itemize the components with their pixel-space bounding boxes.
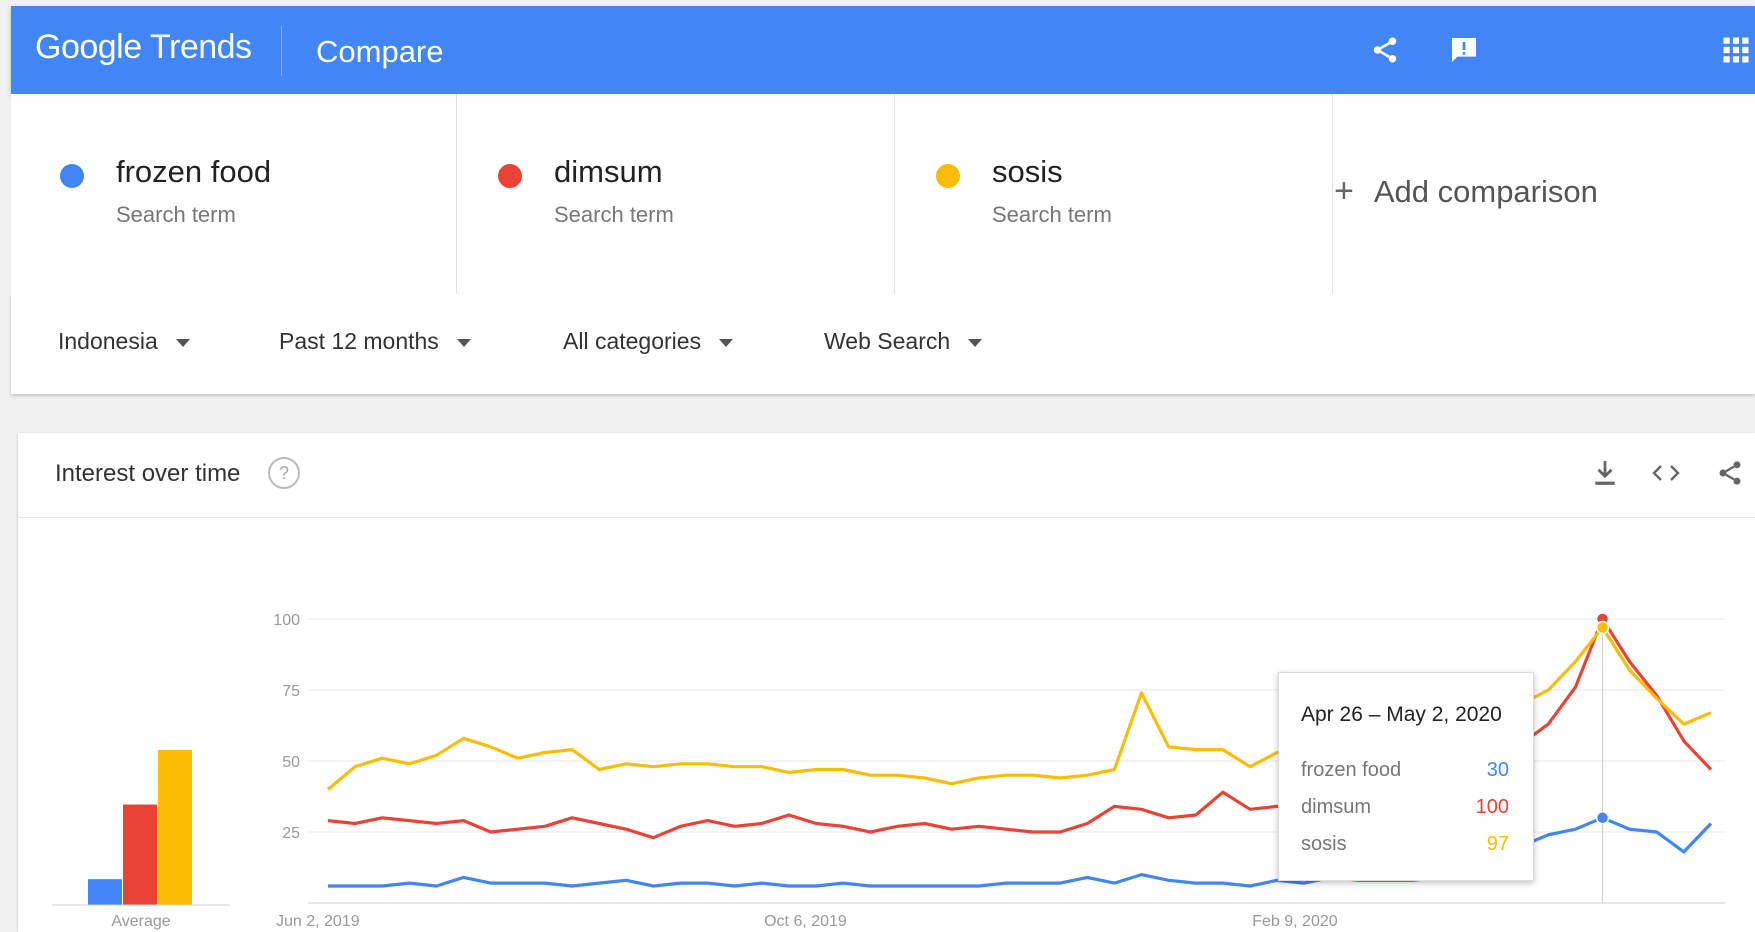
tooltip-label: frozen food	[1301, 759, 1402, 781]
term-color-dot	[936, 164, 960, 188]
region-dropdown[interactable]: Indonesia	[58, 328, 190, 355]
chevron-down-icon	[175, 338, 190, 347]
term-type: Search term	[554, 202, 674, 227]
search-type-value: Web Search	[824, 328, 951, 354]
chevron-down-icon	[968, 338, 983, 347]
chart-tooltip: Apr 26 – May 2, 2020 frozen food 30 dims…	[1278, 672, 1534, 881]
chevron-down-icon	[719, 338, 734, 347]
term-color-dot	[498, 164, 522, 188]
search-terms-bar: frozen food Search term dimsum Search te…	[11, 94, 1755, 295]
region-value: Indonesia	[58, 328, 158, 354]
average-label: Average	[111, 913, 170, 930]
term-name: dimsum	[554, 154, 663, 189]
average-bar-dimsum	[123, 804, 157, 905]
x-tick-label: Oct 6, 2019	[764, 913, 847, 930]
add-comparison-button[interactable]: + Add comparison	[1334, 172, 1598, 211]
term-type: Search term	[116, 202, 236, 227]
category-dropdown[interactable]: All categories	[563, 328, 734, 355]
tooltip-label: sosis	[1301, 833, 1347, 855]
share-icon[interactable]	[1365, 30, 1405, 70]
term-card-sosis[interactable]: sosis Search term	[894, 94, 1333, 294]
term-type: Search term	[992, 202, 1112, 227]
tooltip-date: Apr 26 – May 2, 2020	[1301, 703, 1502, 726]
header-divider	[281, 26, 282, 76]
x-tick-label: Jun 2, 2019	[276, 913, 360, 930]
share-icon[interactable]	[1712, 455, 1748, 491]
term-color-dot	[60, 164, 84, 188]
time-range-dropdown[interactable]: Past 12 months	[279, 328, 471, 355]
hover-point-sosis	[1595, 620, 1610, 635]
term-name: frozen food	[116, 154, 272, 189]
category-value: All categories	[563, 328, 702, 354]
tooltip-value: 97	[1486, 833, 1509, 855]
download-icon[interactable]	[1587, 455, 1623, 491]
google-trends-logo[interactable]: Google Trends	[35, 28, 252, 67]
tooltip-value: 30	[1486, 759, 1509, 781]
y-tick-label: 75	[282, 683, 300, 700]
embed-code-icon[interactable]	[1648, 455, 1684, 491]
y-tick-label: 25	[282, 825, 300, 842]
term-name: sosis	[992, 154, 1063, 189]
tooltip-row-dimsum: dimsum 100	[1301, 796, 1509, 819]
term-card-frozen-food[interactable]: frozen food Search term	[18, 94, 457, 294]
help-icon[interactable]: ?	[268, 457, 300, 489]
filter-bar: Indonesia Past 12 months All categories …	[11, 294, 1755, 394]
time-range-value: Past 12 months	[279, 328, 439, 354]
app-header: Google Trends Compare	[11, 6, 1755, 94]
average-bar-sosis	[158, 750, 192, 905]
apps-icon[interactable]	[1716, 30, 1755, 70]
add-comparison-label: Add comparison	[1373, 174, 1598, 209]
hover-point-frozen-food	[1595, 811, 1610, 825]
card-title: Interest over time	[55, 460, 241, 487]
x-tick-label: Feb 9, 2020	[1252, 913, 1338, 930]
tooltip-row-frozen-food: frozen food 30	[1301, 759, 1509, 782]
chevron-down-icon	[456, 338, 471, 347]
y-tick-label: 50	[282, 754, 300, 771]
term-card-dimsum[interactable]: dimsum Search term	[456, 94, 895, 294]
tooltip-label: dimsum	[1301, 796, 1372, 818]
page-title: Compare	[316, 34, 444, 69]
tooltip-value: 100	[1475, 796, 1509, 818]
search-type-dropdown[interactable]: Web Search	[824, 328, 983, 355]
tooltip-row-sosis: sosis 97	[1301, 833, 1509, 856]
card-header: Interest over time ?	[18, 433, 1755, 518]
logo-trends-text: Trends	[149, 28, 252, 66]
average-bar-frozen-food	[88, 879, 122, 905]
y-tick-label: 100	[273, 612, 300, 629]
plus-icon: +	[1334, 172, 1354, 210]
logo-google-text: Google	[35, 28, 142, 66]
feedback-icon[interactable]	[1444, 30, 1484, 70]
